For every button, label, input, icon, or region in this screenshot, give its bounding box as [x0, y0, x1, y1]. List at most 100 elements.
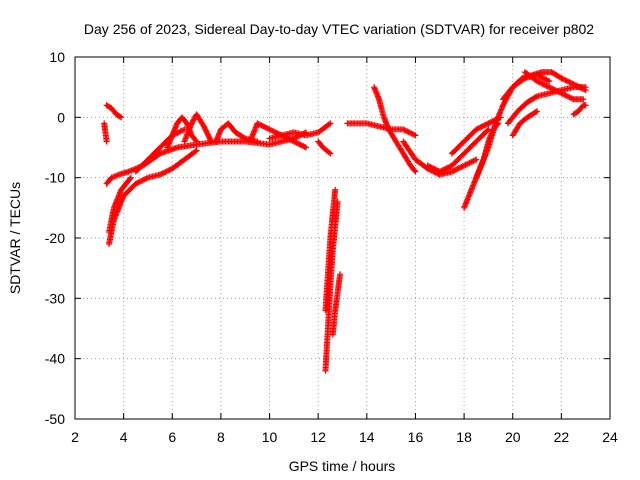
data-point: [544, 83, 551, 90]
y-tick-label: 0: [57, 109, 65, 125]
data-point: [448, 168, 455, 175]
data-point: [126, 175, 133, 182]
data-point: [546, 78, 553, 85]
data-point: [431, 165, 438, 172]
data-point: [192, 137, 199, 144]
data-point: [486, 119, 493, 126]
data-point: [288, 137, 295, 144]
data-point: [159, 170, 166, 177]
data-point: [407, 129, 414, 136]
data-point: [489, 118, 496, 125]
data-point: [440, 166, 447, 173]
data-point: [485, 120, 492, 127]
data-point: [473, 156, 480, 163]
y-tick-label: -10: [45, 170, 65, 186]
data-point: [562, 92, 569, 99]
y-tick-label: 10: [49, 49, 65, 65]
data-point: [401, 127, 408, 134]
data-point: [552, 87, 559, 94]
series-arc-n: [322, 198, 341, 374]
x-axis-label: GPS time / hours: [289, 458, 396, 474]
data-point: [450, 167, 457, 174]
data-point: [326, 121, 333, 128]
y-tick-label: -30: [45, 290, 65, 306]
series-arc-h: [181, 111, 215, 145]
data-point: [542, 82, 549, 89]
data-point: [444, 164, 451, 171]
data-point: [157, 171, 164, 178]
data-point: [424, 162, 431, 169]
data-point: [532, 93, 539, 100]
data-point: [558, 90, 565, 97]
series-arc-f: [132, 126, 188, 175]
data-point: [454, 165, 461, 172]
data-point: [580, 96, 587, 103]
data-point: [540, 75, 547, 82]
data-point: [467, 159, 474, 166]
data-point: [296, 141, 303, 148]
series-arc-p: [344, 120, 419, 139]
x-tick-label: 2: [71, 429, 79, 445]
data-point: [193, 138, 200, 145]
data-point: [484, 121, 491, 128]
data-point: [286, 136, 293, 143]
data-point: [140, 176, 147, 183]
data-point: [326, 149, 333, 156]
data-point: [546, 84, 553, 91]
series-arc-y: [504, 84, 589, 127]
data-point: [565, 93, 572, 100]
data-point: [544, 77, 551, 84]
data-point: [293, 139, 300, 146]
data-point: [477, 124, 484, 131]
data-point: [158, 170, 165, 177]
data-point: [262, 124, 269, 131]
data-point: [430, 165, 437, 172]
data-point: [263, 125, 270, 132]
data-point: [582, 84, 589, 91]
y-axis-label: SDTVAR / TECUs: [7, 182, 23, 294]
data-point: [300, 143, 307, 150]
data-point: [301, 143, 308, 150]
data-point: [285, 135, 292, 142]
data-point: [484, 127, 491, 134]
data-point: [261, 123, 268, 130]
data-point: [134, 180, 141, 187]
data-point: [292, 139, 299, 146]
series-arc-t: [448, 114, 504, 157]
data-point: [534, 78, 541, 85]
data-point: [557, 89, 564, 96]
data-point: [428, 164, 435, 171]
data-point: [446, 163, 453, 170]
data-point: [165, 167, 172, 174]
data-point: [563, 92, 570, 99]
data-point: [452, 166, 459, 173]
data-point: [180, 127, 187, 134]
data-point: [565, 78, 572, 85]
data-point: [538, 80, 545, 87]
y-tick-label: -40: [45, 351, 65, 367]
data-point: [466, 159, 473, 166]
x-tick-label: 20: [505, 429, 521, 445]
data-marks: [101, 69, 589, 374]
data-point: [566, 94, 573, 101]
data-point: [566, 79, 573, 86]
x-tick-label: 14: [359, 429, 375, 445]
data-point: [269, 127, 276, 134]
data-point: [478, 123, 485, 130]
data-point: [481, 122, 488, 129]
data-point: [473, 126, 480, 133]
data-point: [402, 127, 409, 134]
data-point: [442, 165, 449, 172]
data-point: [482, 121, 489, 128]
series-arc-zb: [509, 108, 541, 139]
data-point: [284, 135, 291, 142]
data-point: [255, 121, 262, 128]
data-point: [205, 132, 212, 139]
series-arc-za: [570, 102, 589, 118]
data-point: [425, 163, 432, 170]
data-point: [561, 91, 568, 98]
data-point: [547, 84, 554, 91]
data-point: [265, 125, 272, 132]
data-point: [118, 114, 125, 121]
